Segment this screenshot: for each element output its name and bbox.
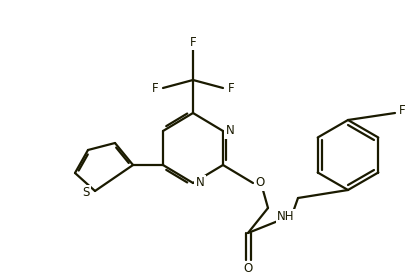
Text: N: N — [226, 124, 234, 138]
Text: NH: NH — [277, 210, 295, 223]
Text: F: F — [190, 35, 196, 49]
Text: N: N — [196, 177, 204, 189]
Text: F: F — [152, 81, 158, 95]
Text: F: F — [399, 104, 405, 117]
Text: O: O — [255, 177, 265, 189]
Text: S: S — [82, 186, 90, 199]
Text: O: O — [243, 263, 252, 275]
Text: F: F — [228, 81, 234, 95]
